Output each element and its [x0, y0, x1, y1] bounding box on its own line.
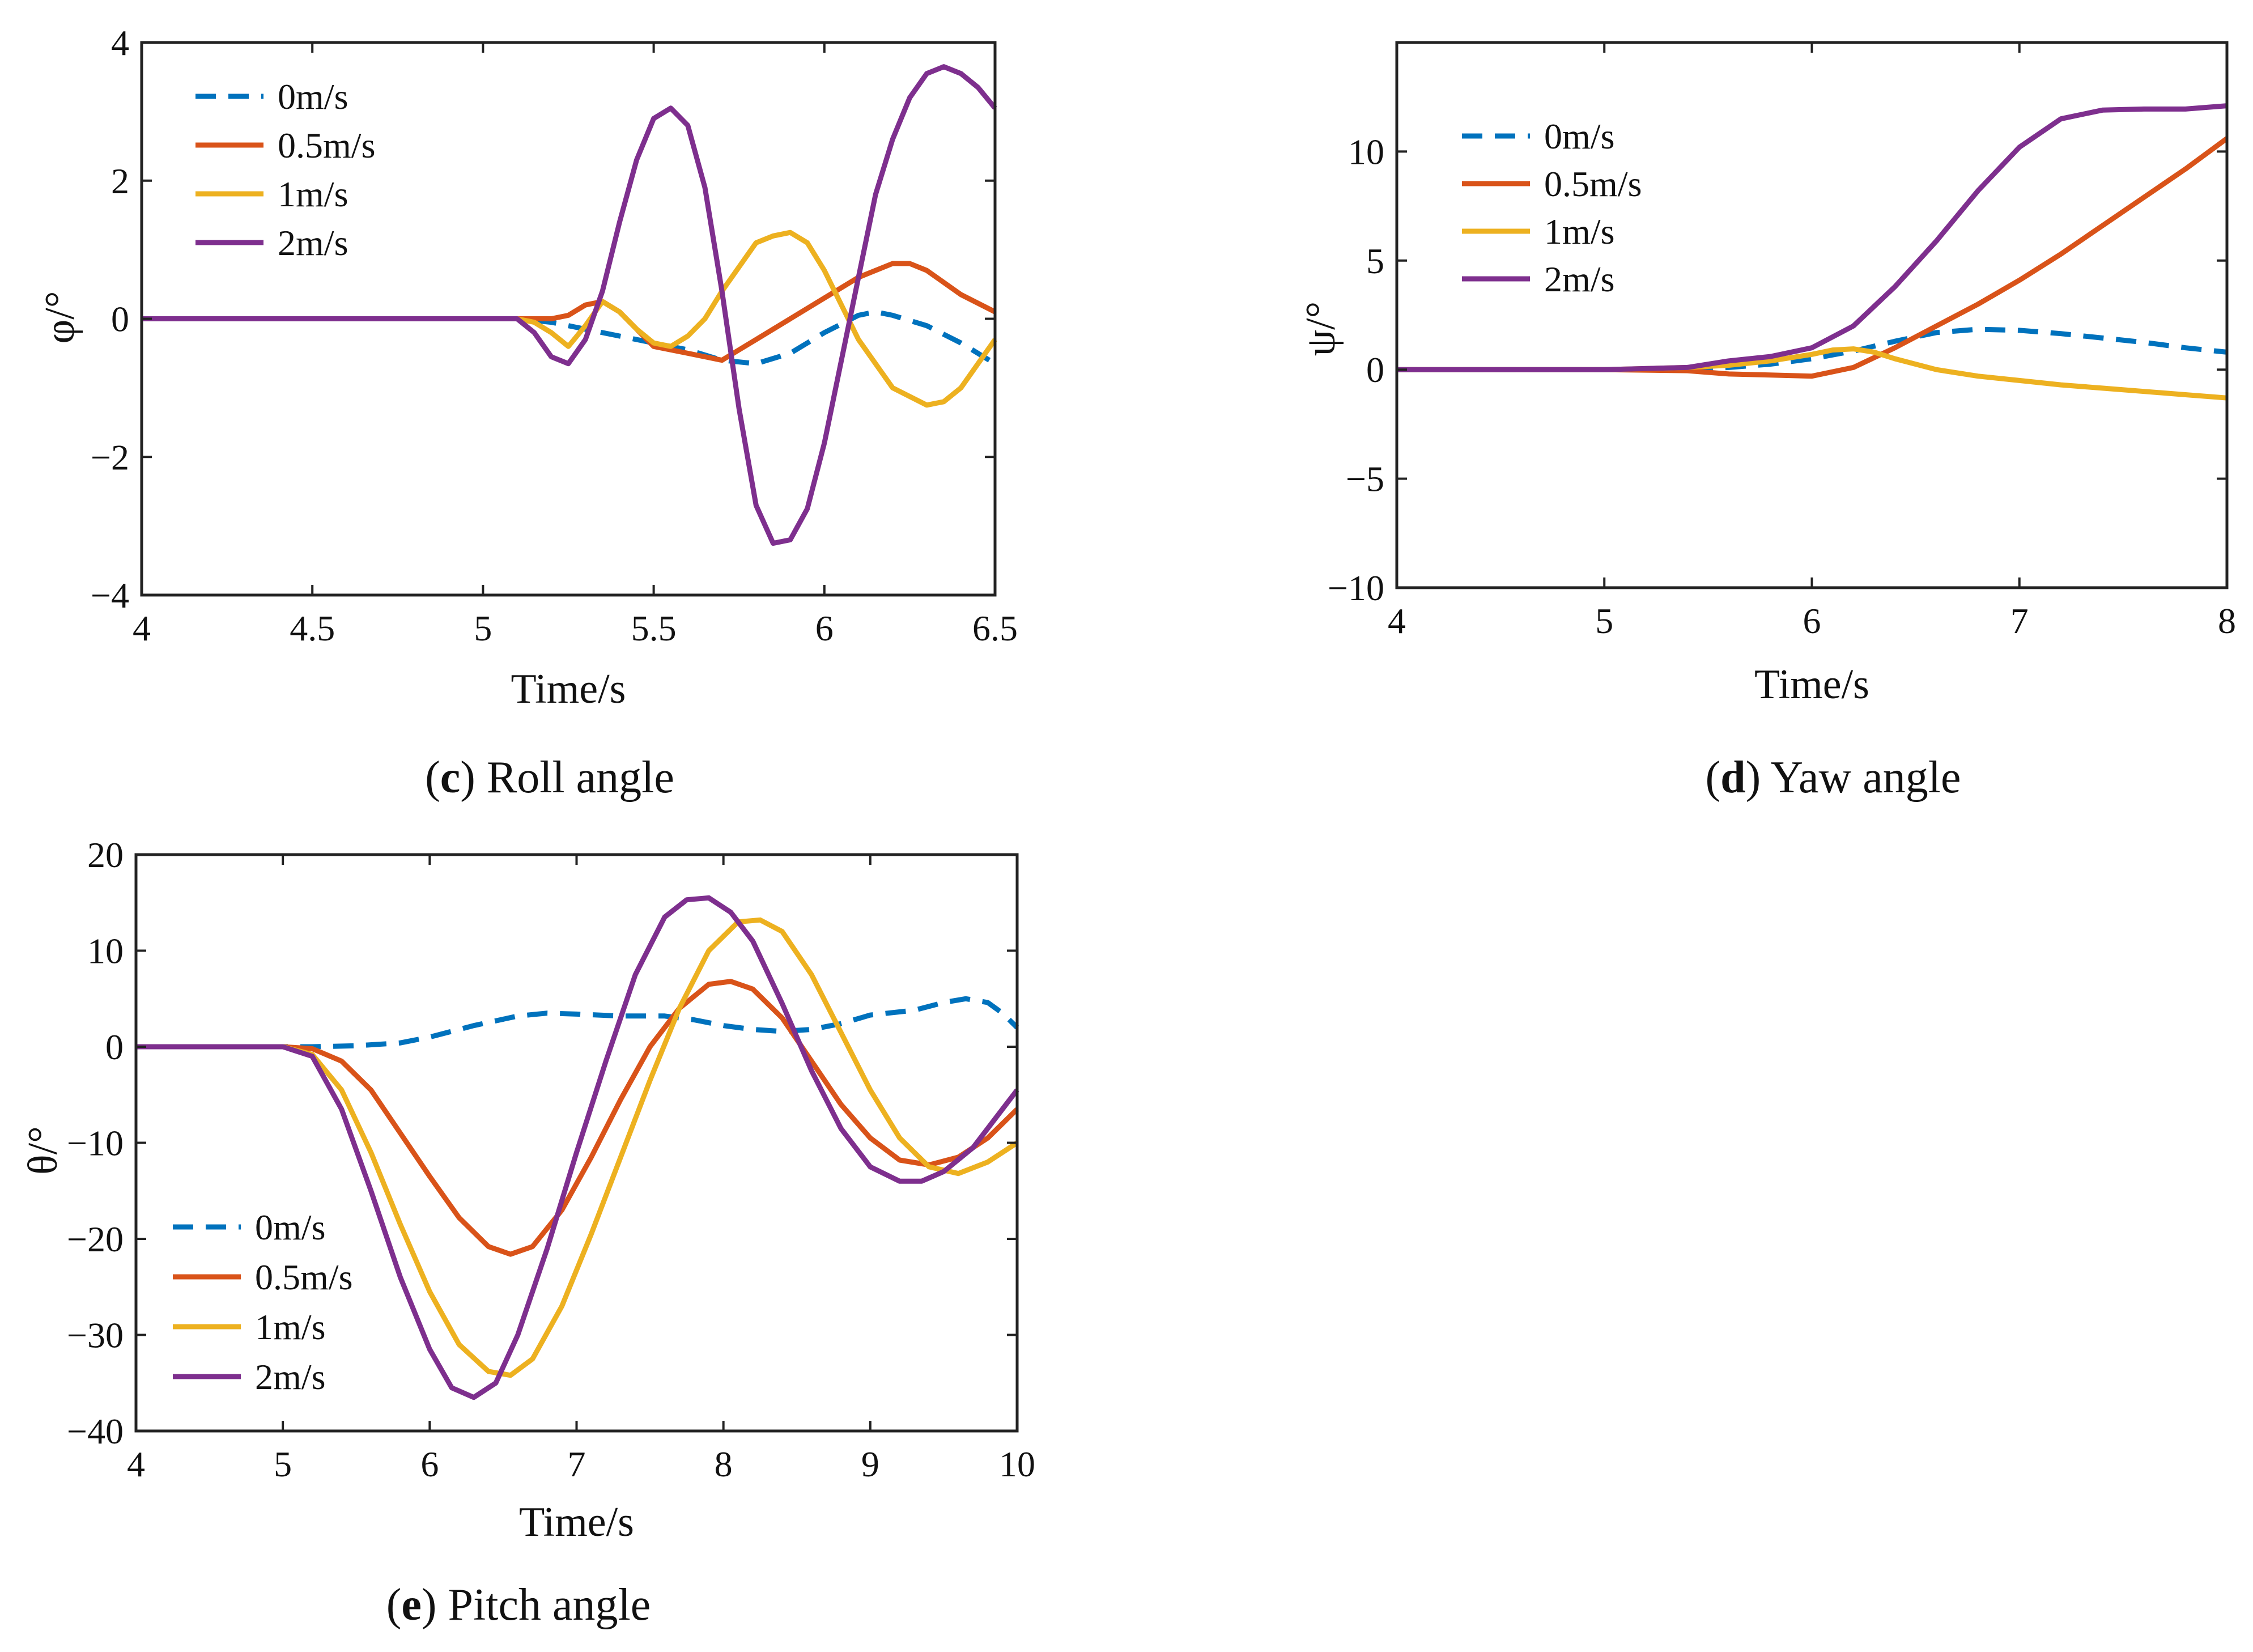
- chart-e-xtick-label: 9: [861, 1444, 879, 1484]
- chart-c-xtick-label: 6.5: [972, 608, 1018, 648]
- chart-c-legend-entry: 1m/s: [278, 174, 348, 214]
- chart-e-caption: (e) Pitch angle: [386, 1580, 651, 1630]
- chart-e-ytick-label: 10: [87, 931, 124, 971]
- chart-e-xtick-label: 8: [715, 1444, 733, 1484]
- chart-d-ytick-label: 10: [1348, 131, 1384, 172]
- chart-d-ytick-label: 0: [1366, 350, 1384, 390]
- chart-e-series-3-line: [136, 895, 1019, 1400]
- chart-c-series-0-line: [142, 309, 997, 367]
- chart-d-axes-frame: [1395, 41, 2229, 589]
- chart-d-xtick-label: 6: [1803, 601, 1821, 641]
- chart-e-xtick-label: 7: [568, 1444, 586, 1484]
- chart-d-xtick-label: 7: [2010, 601, 2029, 641]
- chart-c-caption: (c) Roll angle: [425, 753, 674, 802]
- chart-e-ytick-label: 20: [87, 835, 124, 875]
- chart-d-xtick-label: 8: [2218, 601, 2236, 641]
- chart-d-xlabel: Time/s: [1754, 661, 1869, 708]
- chart-c-series-3-line: [142, 64, 997, 546]
- chart-e-legend-entry: 2m/s: [255, 1357, 325, 1397]
- chart-c-ytick-label: 0: [111, 299, 129, 339]
- chart-d-series-2-line: [1397, 346, 2228, 401]
- chart-d-ytick-label: 5: [1366, 241, 1384, 281]
- chart-e-group: 4 5 6 7 8 9 10 −40 −30 −20 −10 0 10 20 Time/s θ/° 0m/s 0.…: [20, 835, 1035, 1630]
- chart-c-ylabel: φ/°: [37, 291, 83, 344]
- chart-e-legend-entry: 1m/s: [255, 1307, 325, 1347]
- chart-d-ytick-label: −5: [1346, 459, 1384, 499]
- chart-d-legend-entry: 2m/s: [1544, 259, 1614, 299]
- chart-d-series-1-line: [1397, 136, 2229, 379]
- chart-c-ytick-label: 4: [111, 23, 129, 63]
- chart-d-legend-entry: 0m/s: [1544, 116, 1614, 156]
- chart-d-legend-entry: 0.5m/s: [1544, 164, 1642, 204]
- chart-e-ytick-label: 0: [105, 1027, 124, 1067]
- chart-e-series-0-line: [136, 996, 1019, 1050]
- chart-c-ytick-label: 2: [111, 161, 129, 201]
- chart-c-xlabel: Time/s: [511, 666, 626, 712]
- chart-d-ylabel: ψ/°: [1298, 301, 1344, 356]
- chart-c-ytick-label: −2: [91, 437, 129, 477]
- chart-d-xtick-label: 5: [1595, 601, 1613, 641]
- chart-c-ytick-label: −4: [91, 575, 129, 615]
- chart-e-xtick-label: 5: [274, 1444, 292, 1484]
- chart-c-xtick-label: 4.5: [290, 608, 335, 648]
- chart-d-ytick-label: −10: [1328, 568, 1384, 608]
- chart-c-xtick-label: 5.5: [631, 608, 677, 648]
- chart-e-legend-entry: 0m/s: [255, 1207, 325, 1247]
- chart-c-series-1-line: [142, 261, 997, 363]
- chart-c-legend-entry: 0.5m/s: [278, 125, 375, 165]
- chart-c-legend-entry: 2m/s: [278, 223, 348, 263]
- chart-d-caption: (d) Yaw angle: [1705, 753, 1961, 802]
- chart-e-ylabel: θ/°: [20, 1126, 66, 1175]
- chart-d-group: 4 5 6 7 8 −10 −5 0 5 10 Time/s ψ/° 0m/s 0.5m/s 1m/s 2m/…: [1298, 41, 2236, 802]
- chart-e-xlabel: Time/s: [519, 1499, 634, 1545]
- chart-d-series-3-line: [1397, 103, 2228, 372]
- chart-c-legend-entry: 0m/s: [278, 77, 348, 117]
- chart-e-ytick-label: −40: [67, 1411, 124, 1451]
- chart-c-series-2-line: [142, 230, 997, 408]
- chart-c-group: 4 4.5 5 5.5 6 6.5 −4 −2 0 2 4 Time/s φ/° 0m/s 0.5m/s 1m…: [37, 23, 1018, 802]
- chart-e-legend-entry: 0.5m/s: [255, 1257, 352, 1297]
- chart-e-xtick-label: 10: [999, 1444, 1035, 1484]
- chart-e-ytick-label: −20: [67, 1219, 124, 1259]
- chart-d-xtick-label: 4: [1388, 601, 1406, 641]
- chart-d-legend-entry: 1m/s: [1544, 211, 1614, 252]
- chart-e-series-2-line: [136, 917, 1019, 1378]
- chart-e-series-1-line: [136, 979, 1019, 1257]
- chart-e-ytick-label: −10: [67, 1123, 124, 1163]
- chart-e-xtick-label: 4: [127, 1444, 145, 1484]
- chart-e-xtick-label: 6: [420, 1444, 439, 1484]
- chart-c-xtick-label: 5: [474, 608, 492, 648]
- chart-e-ytick-label: −30: [67, 1315, 124, 1356]
- chart-c-xtick-label: 6: [815, 608, 834, 648]
- chart-c-xtick-label: 4: [133, 608, 151, 648]
